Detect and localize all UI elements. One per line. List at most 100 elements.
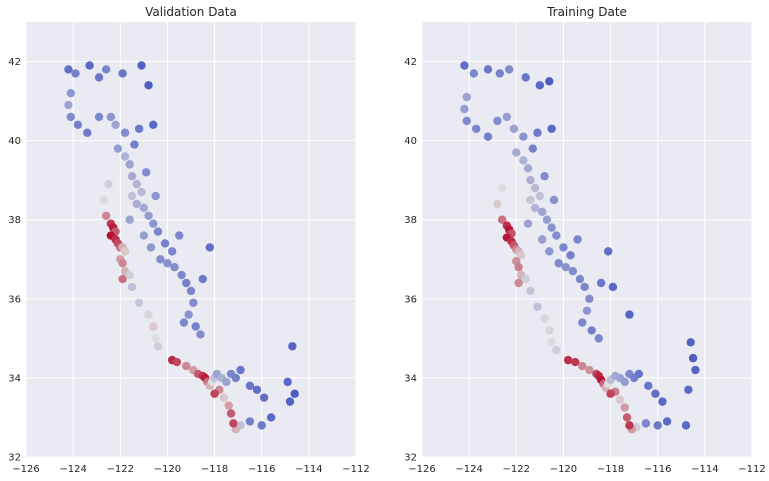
scatter-point xyxy=(662,417,672,426)
scatter-point xyxy=(545,247,554,256)
scatter-point xyxy=(94,112,104,122)
scatter-point xyxy=(127,282,137,292)
scatter-point xyxy=(547,223,556,232)
scatter-point xyxy=(578,318,587,327)
scatter-point xyxy=(530,203,540,213)
scatter-point xyxy=(620,403,629,412)
scatter-point xyxy=(144,211,153,220)
scatter-point xyxy=(622,413,632,422)
scatter-point xyxy=(620,377,629,387)
scatter-point xyxy=(519,132,528,141)
scatter-point xyxy=(526,195,535,205)
scatter-point xyxy=(137,187,146,197)
chart-title: Validation Data xyxy=(145,5,237,19)
scatter-point xyxy=(469,69,479,78)
scatter-point xyxy=(462,92,471,102)
scatter-point xyxy=(104,179,113,189)
scatter-point xyxy=(182,278,191,288)
scatter-point xyxy=(596,278,606,288)
scatter-point xyxy=(582,306,592,315)
scatter-point xyxy=(118,69,127,78)
scatter-point xyxy=(186,286,196,296)
scatter-point xyxy=(134,124,144,133)
scatter-point xyxy=(285,397,295,406)
scatter-point xyxy=(514,262,523,272)
x-tick-label: −114 xyxy=(295,464,322,475)
scatter-point xyxy=(64,65,73,74)
scatter-point xyxy=(658,397,667,406)
scatter-point xyxy=(66,88,75,98)
scatter-point xyxy=(120,128,130,137)
scatter-point xyxy=(634,369,644,379)
scatter-point xyxy=(182,361,191,371)
scatter-point xyxy=(587,326,596,335)
scatter-point xyxy=(578,361,587,371)
scatter-point xyxy=(552,346,561,355)
scatter-point xyxy=(493,199,502,209)
scatter-point xyxy=(132,179,141,189)
scatter-point xyxy=(111,120,120,130)
scatter-point xyxy=(283,377,292,387)
plot-area-background xyxy=(422,22,752,457)
scatter-point xyxy=(189,298,198,307)
scatter-point xyxy=(554,259,563,268)
scatter-point xyxy=(149,322,158,331)
scatter-point xyxy=(106,112,116,122)
scatter-point xyxy=(125,215,134,224)
x-tick-label: −120 xyxy=(154,464,181,475)
scatter-point xyxy=(144,310,153,319)
scatter-point xyxy=(585,365,594,375)
scatter-point xyxy=(130,140,139,149)
scatter-point xyxy=(66,112,75,122)
scatter-point xyxy=(641,419,651,428)
scatter-point xyxy=(547,338,556,347)
y-tick-label: 32 xyxy=(8,453,21,464)
scatter-point xyxy=(170,262,179,272)
scatter-point xyxy=(497,183,507,193)
scatter-point xyxy=(483,65,493,74)
scatter-point xyxy=(514,278,523,288)
x-tick-label: −114 xyxy=(691,464,718,475)
y-tick-label: 34 xyxy=(404,373,417,384)
scatter-point xyxy=(608,282,618,292)
scatter-point xyxy=(606,389,615,398)
tick-labels: −126 −124 −122 −120 −118 −116 −114 −112 32 34 36 38… xyxy=(8,57,369,475)
scatter-point xyxy=(172,357,182,367)
scatter-point xyxy=(101,211,111,220)
y-tick-label: 40 xyxy=(8,136,21,147)
scatter-point xyxy=(625,310,634,319)
scatter-point xyxy=(523,164,533,173)
scatter-point xyxy=(118,274,127,284)
scatter-point xyxy=(533,302,542,311)
scatter-point xyxy=(625,421,634,430)
y-tick-label: 42 xyxy=(404,57,417,68)
x-tick-label: −116 xyxy=(644,464,671,475)
scatter-point xyxy=(127,191,137,201)
scatter-point xyxy=(604,247,613,256)
scatter-point xyxy=(125,270,134,280)
scatter-point xyxy=(483,132,493,141)
scatter-point xyxy=(120,247,130,256)
scatter-point xyxy=(540,172,549,181)
scatter-point xyxy=(259,393,269,402)
scatter-point xyxy=(229,419,238,428)
scatter-point xyxy=(224,401,233,410)
scatter-point xyxy=(139,231,149,240)
scatter-point xyxy=(219,393,229,402)
scatter-point xyxy=(179,318,189,327)
y-tick-label: 42 xyxy=(8,57,21,68)
scatter-point xyxy=(495,69,504,78)
scatter-point xyxy=(288,342,297,351)
scatter-point xyxy=(535,81,545,90)
scatter-point xyxy=(167,247,177,256)
scatter-point xyxy=(568,266,578,276)
scatter-point xyxy=(231,373,240,383)
y-tick-label: 40 xyxy=(404,136,417,147)
scatter-point xyxy=(137,61,146,70)
scatter-point xyxy=(266,413,276,422)
scatter-point xyxy=(497,215,507,224)
scatter-point xyxy=(245,381,255,391)
scatter-point xyxy=(535,191,545,201)
scatter-point xyxy=(585,294,594,304)
